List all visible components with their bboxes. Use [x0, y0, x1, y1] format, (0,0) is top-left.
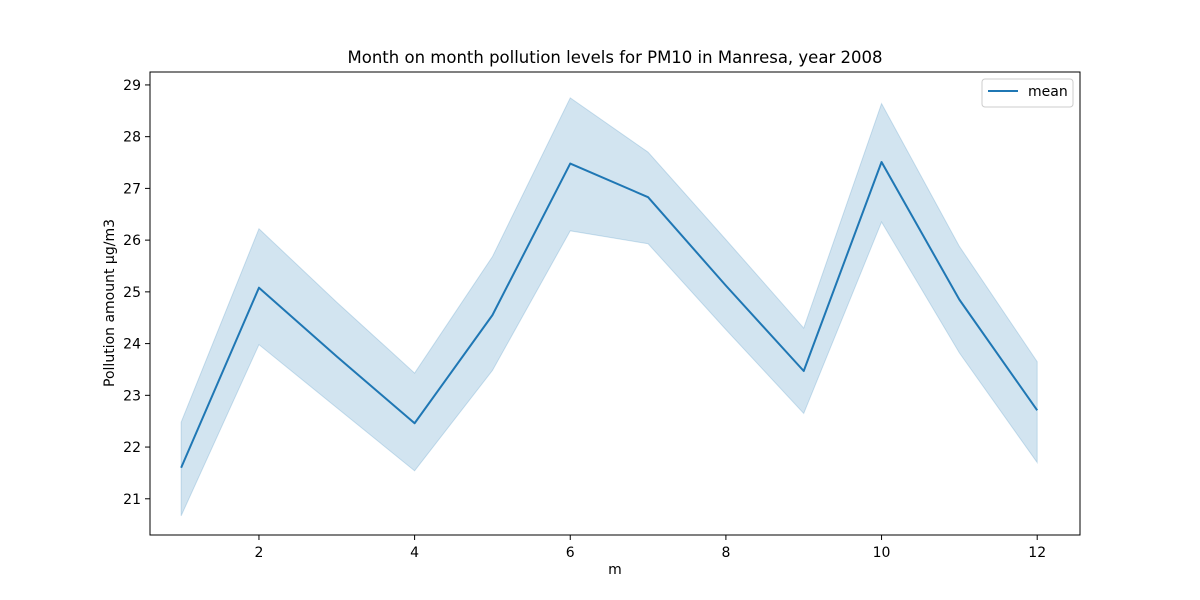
y-tick-label: 26 [123, 233, 141, 249]
y-tick-label: 21 [123, 492, 141, 508]
y-tick-label: 23 [123, 388, 141, 404]
x-tick-label: 10 [873, 545, 891, 561]
legend-label-mean: mean [1028, 84, 1068, 100]
legend: mean [981, 78, 1074, 108]
x-tick-label: 4 [410, 545, 419, 561]
x-tick-label: 8 [721, 545, 730, 561]
y-tick-label: 27 [123, 181, 141, 197]
plot-frame [149, 71, 1081, 536]
legend-box [981, 78, 1074, 108]
x-tick-label: 2 [254, 545, 263, 561]
y-tick-label: 24 [123, 337, 141, 353]
y-tick-label: 22 [123, 440, 141, 456]
series-line-layer [180, 161, 1039, 469]
chart-title: Month on month pollution levels for PM10… [348, 48, 883, 67]
x-axis-ticks: 2 4 6 8 10 12 [254, 535, 1046, 561]
y-axis-title: Pollution amount µg/m3 [102, 219, 118, 387]
y-axis-ticks: 21 22 23 24 25 26 27 28 29 [123, 78, 150, 508]
confidence-band-layer [180, 97, 1038, 517]
y-tick-label: 28 [123, 130, 141, 146]
y-tick-label: 25 [123, 285, 141, 301]
x-tick-label: 6 [566, 545, 575, 561]
confidence-band-mean [180, 97, 1038, 517]
x-axis-title: m [608, 562, 622, 578]
series-line-mean [180, 161, 1039, 469]
y-tick-label: 29 [123, 78, 141, 94]
x-tick-label: 12 [1028, 545, 1046, 561]
